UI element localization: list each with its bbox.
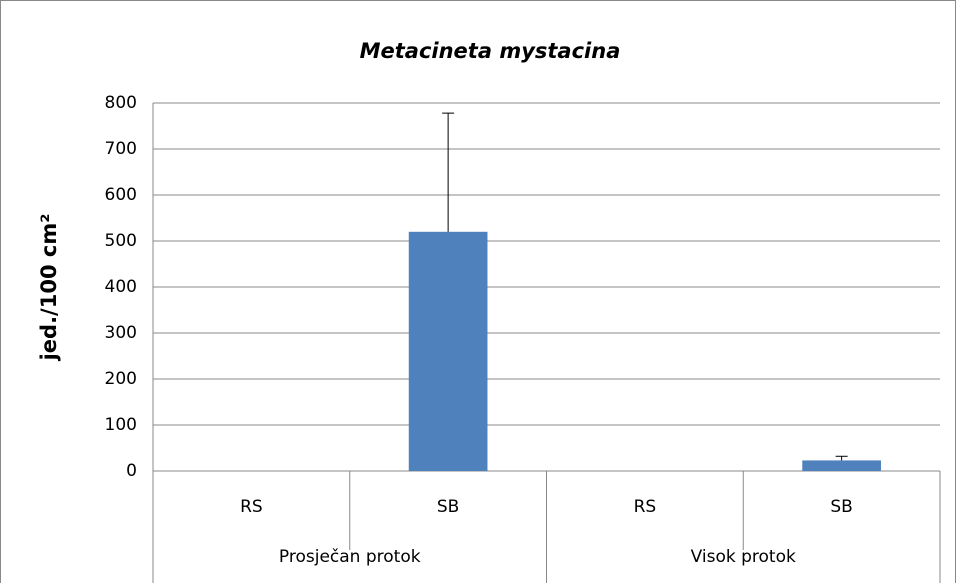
y-tick-label: 500 bbox=[105, 231, 137, 251]
x-tick-label: RS bbox=[634, 497, 657, 517]
group-label: Visok protok bbox=[691, 547, 796, 567]
y-tick-label: 0 bbox=[126, 461, 137, 481]
x-tick-label: SB bbox=[830, 497, 852, 517]
x-tick-label: RS bbox=[240, 497, 263, 517]
x-tick-label: SB bbox=[437, 497, 459, 517]
chart-title: Metacineta mystacina bbox=[360, 39, 621, 63]
y-tick-label: 400 bbox=[105, 277, 137, 297]
y-axis-label: jed./100 cm² bbox=[37, 214, 61, 362]
y-tick-label: 300 bbox=[105, 323, 137, 343]
y-tick-label: 800 bbox=[105, 93, 137, 113]
y-tick-label: 700 bbox=[105, 139, 137, 159]
y-tick-label: 600 bbox=[105, 185, 137, 205]
group-label: Prosječan protok bbox=[279, 547, 421, 567]
bar bbox=[408, 231, 488, 471]
y-tick-label: 100 bbox=[105, 415, 137, 435]
y-tick-label: 200 bbox=[105, 369, 137, 389]
bar bbox=[802, 460, 881, 471]
